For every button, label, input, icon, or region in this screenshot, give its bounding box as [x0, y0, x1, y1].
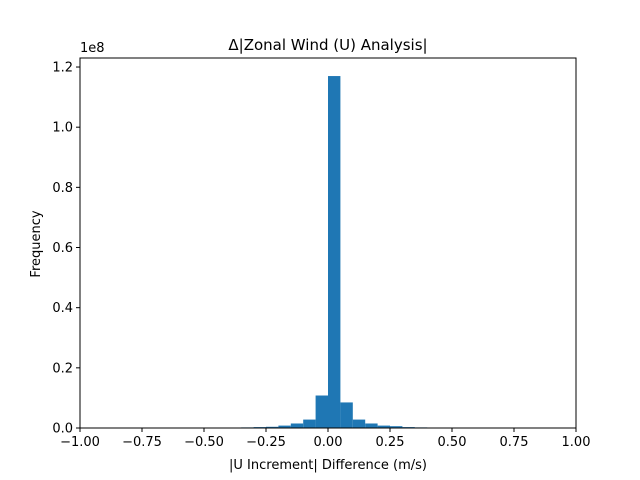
x-tick-label: 0.75 [500, 435, 529, 450]
histogram-bar [365, 423, 378, 428]
histogram-bar [315, 395, 328, 428]
histogram-bar [328, 76, 341, 429]
histogram-bar [352, 419, 366, 428]
histogram-bar [290, 423, 304, 428]
x-axis-ticks: −1.00 −0.75 −0.50 −0.25 0.00 0.25 0.50 0.75 1.00 [60, 428, 590, 450]
y-axis-ticks: 0.0 0.2 0.4 0.6 0.8 1.0 1.2 [52, 61, 80, 437]
x-tick-label: 0.00 [314, 435, 343, 450]
y-tick-label: 0.2 [52, 361, 73, 376]
x-tick-label: −0.50 [184, 435, 224, 450]
y-axis-offset-label: 1e8 [80, 41, 105, 56]
y-tick-label: 0.0 [52, 422, 73, 437]
x-tick-label: 0.50 [438, 435, 467, 450]
y-tick-label: 0.6 [52, 241, 73, 256]
histogram-bar [266, 426, 279, 428]
y-tick-label: 1.0 [52, 121, 73, 136]
histogram-bar [303, 419, 316, 428]
x-tick-label: −0.25 [246, 435, 286, 450]
histogram-bars [228, 76, 440, 429]
chart-title: Δ|Zonal Wind (U) Analysis| [228, 36, 427, 54]
histogram-bar [377, 425, 390, 428]
histogram-bar [340, 402, 353, 428]
y-tick-label: 0.4 [52, 301, 73, 316]
y-tick-label: 1.2 [52, 61, 73, 76]
y-tick-label: 0.8 [52, 181, 73, 196]
x-axis-label: |U Increment| Difference (m/s) [229, 458, 427, 473]
x-tick-label: −0.75 [122, 435, 162, 450]
x-tick-label: −1.00 [60, 435, 100, 450]
x-tick-label: 0.25 [376, 435, 405, 450]
histogram-bar [390, 426, 403, 428]
x-tick-label: 1.00 [562, 435, 591, 450]
histogram-bar [278, 425, 291, 428]
y-axis-label: Frequency [29, 210, 44, 277]
